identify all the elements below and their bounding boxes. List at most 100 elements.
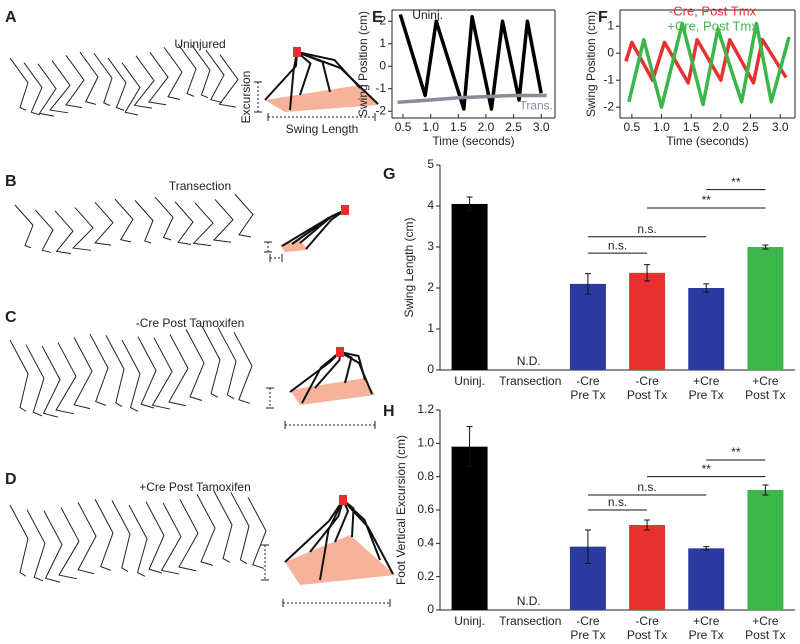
x-tick-label: 0.5 <box>395 120 412 134</box>
panel-label: B <box>5 173 17 190</box>
x-tick-label: -Cre Post Tx <box>626 614 668 642</box>
x-tick-label: Transection <box>499 614 562 628</box>
x-tick-label: 1.5 <box>450 120 467 134</box>
foot-marker <box>341 205 349 215</box>
y-tick-label: 0.2 <box>417 569 434 583</box>
significance-label: n.s. <box>608 495 627 509</box>
stick-figure <box>205 49 225 103</box>
stick-figure <box>34 209 54 253</box>
y-tick-label: 4 <box>427 198 434 212</box>
x-tick-label: Transection <box>499 374 562 388</box>
panel-label: D <box>5 471 17 488</box>
foot-marker <box>293 47 301 57</box>
stick-figure <box>41 345 61 418</box>
stick-figure <box>9 504 29 577</box>
significance-label: n.s. <box>637 222 656 236</box>
foot-area <box>290 378 375 405</box>
stick-figure <box>185 329 205 401</box>
bar <box>747 490 784 610</box>
significance-label: ** <box>731 445 741 459</box>
foot-trace <box>319 499 344 581</box>
x-tick-label: Uninj. <box>454 614 485 628</box>
stick-figure <box>107 57 127 111</box>
stick-figure <box>105 335 125 408</box>
x-axis-label: Time (seconds) <box>666 134 748 148</box>
x-tick-label: 1.0 <box>422 120 439 134</box>
stick-figure <box>58 507 80 580</box>
x-tick-label: -Cre Pre Tx <box>570 614 606 642</box>
foot-marker <box>336 347 344 357</box>
x-axis-label: Time (seconds) <box>432 134 514 148</box>
bar <box>629 525 666 610</box>
panel-label: C <box>5 309 17 326</box>
stick-figure <box>217 327 237 400</box>
y-tick-label: 0 <box>427 362 434 376</box>
stick-figure <box>134 200 154 244</box>
panel-label: A <box>5 9 17 26</box>
stick-figure <box>121 62 141 116</box>
stick-figure <box>154 196 174 241</box>
x-tick-label: +Cre Post Tx <box>745 374 786 402</box>
stick-figure <box>218 54 239 108</box>
stick-figure <box>128 504 148 577</box>
error-bar <box>762 484 769 496</box>
stick-figure <box>26 509 46 582</box>
foot-trace <box>339 351 373 395</box>
y-tick-label: -2 <box>603 99 614 113</box>
bar <box>688 288 725 370</box>
stick-figure <box>23 62 43 116</box>
stick-figure <box>234 193 254 238</box>
foot-trace <box>301 351 341 404</box>
stick-figure <box>89 333 109 406</box>
error-bar <box>584 273 591 295</box>
stick-figure <box>121 339 141 412</box>
x-tick-label: 2.0 <box>713 120 730 134</box>
stick-figure <box>65 55 85 109</box>
stick-figure <box>201 325 221 398</box>
bar <box>451 446 488 610</box>
stick-figure <box>191 45 211 99</box>
panel-label: G <box>383 166 395 183</box>
error-bar <box>466 196 473 212</box>
y-tick-label: 0.4 <box>417 536 434 550</box>
y-axis-label: Foot Vertical Excursion (cm) <box>394 435 408 585</box>
error-bar <box>644 264 651 282</box>
y-tick-label: 1 <box>607 18 614 32</box>
bar <box>747 247 784 370</box>
bar <box>629 272 666 370</box>
nd-label: N.D. <box>517 354 541 368</box>
error-bar <box>584 529 591 564</box>
stick-figure <box>77 502 97 575</box>
bar <box>688 548 725 610</box>
error-bar <box>762 244 769 250</box>
stick-figure <box>196 494 216 566</box>
series-line <box>627 21 791 109</box>
y-tick-label: 5 <box>427 157 434 171</box>
stick-figure <box>151 337 173 410</box>
nd-label: N.D. <box>517 594 541 608</box>
error-bar <box>644 519 651 531</box>
x-tick-label: -Cre Post Tx <box>626 374 668 402</box>
x-tick-label: -Cre Pre Tx <box>570 374 606 402</box>
stick-figure <box>93 53 113 107</box>
bar <box>569 283 606 370</box>
stick-figure <box>14 204 34 249</box>
stick-figure <box>49 60 71 114</box>
stick-figure <box>233 331 253 404</box>
x-tick-label: 0.5 <box>624 120 641 134</box>
series-label: Uninj. <box>412 8 443 22</box>
stick-figure <box>94 498 114 571</box>
foot-trace <box>305 209 346 250</box>
stick-figure <box>133 55 155 109</box>
y-tick-label: 1 <box>427 321 434 335</box>
stick-figure <box>247 496 267 569</box>
legend-label: -Cre, Post Tmx <box>669 3 757 18</box>
foot-marker <box>339 495 347 505</box>
stick-figure <box>145 501 165 574</box>
foot-area <box>265 85 378 112</box>
significance-label: n.s. <box>637 480 656 494</box>
y-tick-label: 0 <box>607 45 614 59</box>
x-tick-label: 2.5 <box>505 120 522 134</box>
significance-label: ** <box>731 175 741 189</box>
